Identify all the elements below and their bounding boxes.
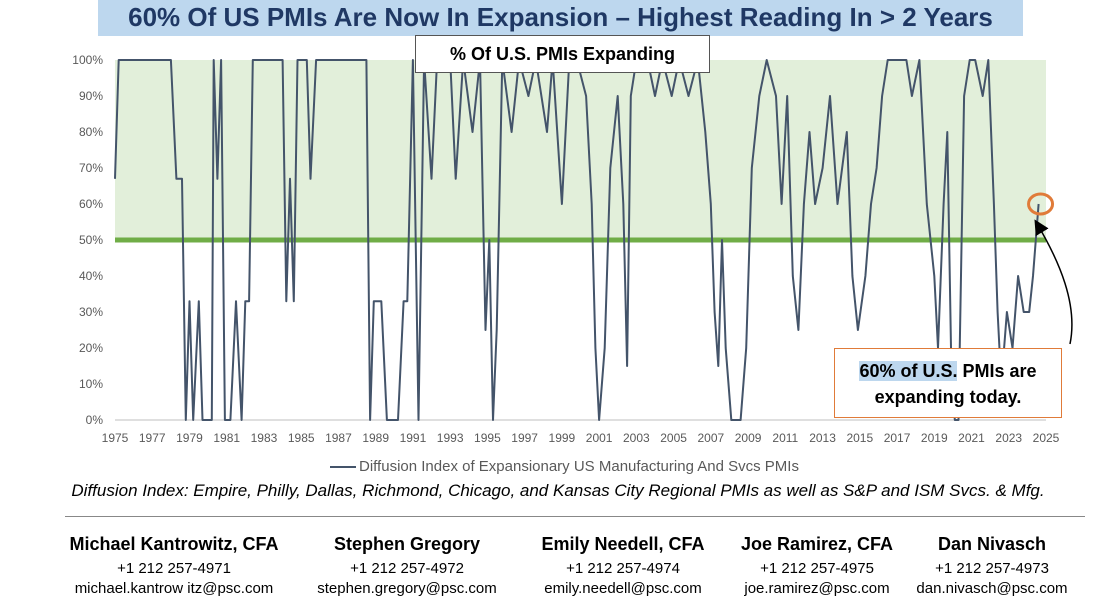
x-tick-label: 1989 (362, 431, 389, 445)
legend-label: Diffusion Index of Expansionary US Manuf… (359, 458, 799, 475)
x-tick-label: 1985 (288, 431, 315, 445)
x-tick-label: 2021 (958, 431, 985, 445)
contact-email[interactable]: emily.needell@psc.com (544, 580, 702, 597)
contact-card: Emily Needell, CFA +1 212 257-4974 emily… (513, 533, 733, 599)
x-tick-label: 2005 (660, 431, 687, 445)
x-tick-label: 2025 (1033, 431, 1060, 445)
callout-box: 60% of U.S. PMIs are expanding today. (834, 348, 1062, 418)
y-tick-label: 100% (72, 53, 103, 67)
y-tick-label: 50% (79, 233, 103, 247)
title-banner (98, 0, 1023, 36)
y-tick-label: 80% (79, 125, 103, 139)
contact-name: Joe Ramirez, CFA (740, 534, 894, 554)
contact-name: Emily Needell, CFA (541, 534, 705, 554)
contact-card: Dan Nivasch +1 212 257-4973 dan.nivasch@… (882, 533, 1102, 599)
y-tick-label: 0% (86, 413, 104, 427)
callout-line1: PMIs are (957, 361, 1037, 381)
contact-phone: +1 212 257-4973 (935, 560, 1049, 577)
expansion-shade (115, 60, 1046, 240)
x-tick-label: 1995 (474, 431, 501, 445)
contact-phone: +1 212 257-4974 (566, 560, 680, 577)
contact-card: Michael Kantrowitz, CFA +1 212 257-4971 … (64, 533, 284, 599)
contact-email[interactable]: stephen.gregory@psc.com (317, 580, 497, 597)
x-tick-label: 2009 (735, 431, 762, 445)
x-tick-label: 1997 (511, 431, 538, 445)
x-tick-label: 1999 (549, 431, 576, 445)
footnote: Diffusion Index: Empire, Philly, Dallas,… (71, 481, 1045, 500)
y-tick-label: 30% (79, 305, 103, 319)
callout-arrow (1034, 219, 1073, 345)
chart-title: % Of U.S. PMIs Expanding (415, 35, 710, 73)
contact-phone: +1 212 257-4972 (350, 560, 464, 577)
series-line (114, 59, 1040, 421)
x-tick-label: 1983 (251, 431, 278, 445)
contact-card: Stephen Gregory +1 212 257-4972 stephen.… (297, 533, 517, 599)
contact-email[interactable]: joe.ramirez@psc.com (744, 580, 890, 597)
x-tick-label: 1981 (213, 431, 240, 445)
x-tick-label: 2001 (586, 431, 613, 445)
y-tick-label: 10% (79, 377, 103, 391)
legend-swatch (330, 466, 356, 469)
page-title: 60% Of US PMIs Are Now In Expansion – Hi… (128, 2, 993, 32)
y-tick-label: 20% (79, 341, 103, 355)
x-tick-label: 1975 (102, 431, 129, 445)
divider (65, 516, 1085, 517)
x-tick-label: 1977 (139, 431, 166, 445)
contact-phone: +1 212 257-4971 (117, 560, 231, 577)
contact-phone: +1 212 257-4975 (760, 560, 874, 577)
x-tick-label: 2007 (697, 431, 724, 445)
y-tick-label: 40% (79, 269, 103, 283)
contact-name: Michael Kantrowitz, CFA (69, 534, 279, 554)
x-tick-label: 1991 (400, 431, 427, 445)
contact-card: Joe Ramirez, CFA +1 212 257-4975 joe.ram… (707, 533, 927, 599)
y-tick-label: 70% (79, 161, 103, 175)
y-tick-label: 60% (79, 197, 103, 211)
x-tick-label: 2015 (846, 431, 873, 445)
x-tick-label: 2003 (623, 431, 650, 445)
contact-name: Dan Nivasch (937, 534, 1047, 554)
x-tick-label: 2017 (884, 431, 911, 445)
contact-email[interactable]: dan.nivasch@psc.com (916, 580, 1068, 597)
callout-highlight: 60% of U.S. (859, 361, 958, 381)
x-tick-label: 1979 (176, 431, 203, 445)
x-tick-label: 2011 (772, 431, 798, 445)
x-tick-label: 1993 (437, 431, 464, 445)
contact-name: Stephen Gregory (333, 534, 481, 554)
chart-legend: Diffusion Index of Expansionary US Manuf… (330, 458, 799, 475)
x-tick-label: 2023 (995, 431, 1022, 445)
latest-reading-circle (1027, 192, 1055, 216)
chart: 0% 10% 20% 30% 40% 50% 60% 70% 80% 90% 100% 1975 197… (72, 53, 1073, 445)
callout-line2: expanding today. (874, 387, 1022, 407)
x-tick-label: 2013 (809, 431, 836, 445)
x-tick-label: 1987 (325, 431, 352, 445)
x-tick-label: 2019 (921, 431, 948, 445)
y-tick-label: 90% (79, 89, 103, 103)
contact-email[interactable]: michael.kantrow itz@psc.com (74, 580, 274, 597)
